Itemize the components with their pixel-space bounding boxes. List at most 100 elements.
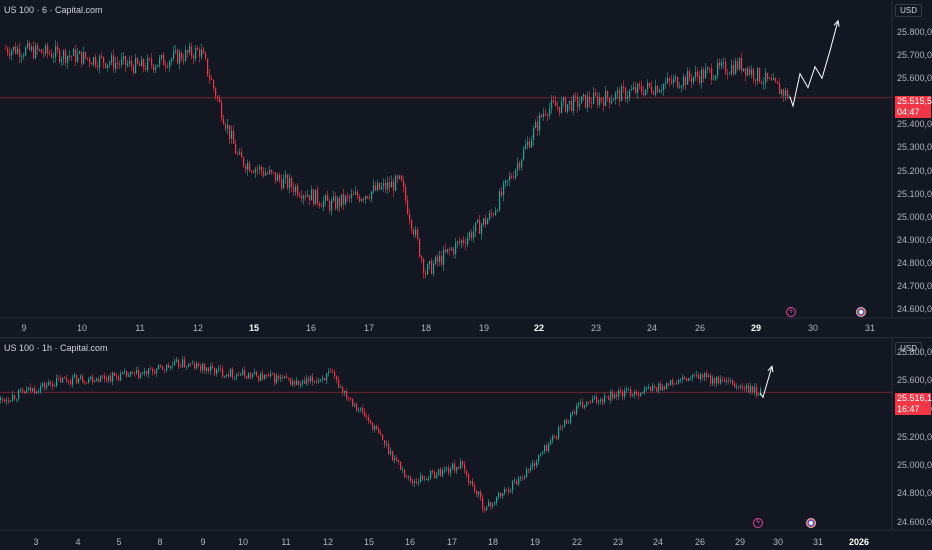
candle [271, 169, 273, 175]
candle [353, 190, 355, 195]
candle [29, 40, 31, 52]
candle [66, 374, 68, 384]
candle [695, 65, 697, 81]
candle [744, 385, 746, 392]
candle [471, 229, 473, 241]
candle [258, 375, 260, 383]
date-tick-label: 16 [404, 537, 416, 547]
candle [284, 375, 286, 380]
lightning-icon[interactable]: ϟ [753, 518, 763, 528]
date-tick-label: 18 [487, 537, 499, 547]
candle [658, 382, 660, 394]
candle [584, 404, 586, 410]
candle [445, 243, 447, 254]
candle [209, 68, 211, 85]
candle [520, 475, 522, 482]
candle [634, 389, 636, 399]
candle [36, 390, 38, 394]
date-tick-label: 31 [864, 323, 876, 333]
candle [745, 68, 747, 82]
candle [263, 167, 265, 179]
candle [316, 377, 318, 384]
candle [18, 388, 20, 402]
candle [460, 457, 462, 469]
candle [645, 88, 647, 97]
candle [374, 424, 376, 433]
date-tick-label: 10 [237, 537, 249, 547]
price-tick-label: 25.600,0 [897, 73, 932, 84]
candle [750, 382, 752, 395]
candle [297, 183, 299, 198]
candle [585, 94, 587, 109]
candle [41, 48, 43, 54]
top-price-chart[interactable] [0, 0, 932, 337]
candle [246, 375, 248, 380]
candle [568, 419, 570, 424]
candle [667, 71, 669, 85]
candle [366, 413, 368, 421]
candle [607, 90, 609, 102]
candle [42, 381, 44, 388]
candle [342, 385, 344, 396]
candle [415, 225, 417, 239]
bottom-chart-pane[interactable]: US 100 · 1h · Capital.com USD 25.800,0 25… [0, 338, 932, 550]
candle [182, 355, 184, 368]
candle [525, 139, 527, 150]
candle [550, 437, 552, 446]
candle [620, 386, 622, 395]
date-tick-label: 22 [571, 537, 583, 547]
candle [551, 94, 553, 114]
candle [139, 61, 141, 67]
candle [426, 477, 428, 481]
price-tick-label: 25.800,0 [897, 347, 932, 358]
candle [191, 42, 193, 60]
candle [251, 170, 253, 174]
candle [49, 50, 51, 56]
candle [296, 376, 298, 386]
projection-path[interactable] [759, 366, 773, 399]
us-flag-icon[interactable] [856, 307, 866, 317]
us-flag-icon[interactable] [806, 518, 816, 528]
top-current-price-tag: 25.515,5 04:47 [895, 96, 932, 118]
candle [384, 439, 386, 449]
top-currency-button[interactable]: USD [895, 4, 922, 17]
candle [438, 468, 440, 476]
top-chart-pane[interactable]: US 100 · 6 · Capital.com USD 25.800,0 25.… [0, 0, 932, 337]
candle [254, 368, 256, 375]
candle [320, 378, 322, 383]
candle [332, 368, 334, 374]
candle [484, 506, 486, 513]
candle [325, 193, 327, 207]
candle [80, 374, 82, 380]
candle [99, 54, 101, 74]
pane-divider[interactable] [0, 337, 932, 338]
candle [378, 425, 380, 435]
candle [452, 462, 454, 471]
bottom-currency-button[interactable]: USD [895, 342, 922, 355]
candle [747, 66, 749, 77]
lightning-icon[interactable]: ϟ [786, 307, 796, 317]
candle [700, 372, 702, 383]
candle [675, 74, 677, 82]
candle [357, 189, 359, 200]
candle [56, 374, 58, 388]
candle [455, 238, 457, 259]
candle [716, 376, 718, 388]
candle [434, 470, 436, 479]
projection-arrowhead [767, 365, 774, 373]
date-tick-label: 12 [192, 323, 204, 333]
candle [773, 72, 775, 81]
candle [391, 175, 393, 188]
candle [646, 385, 648, 392]
candle [383, 178, 385, 192]
candle [624, 387, 626, 400]
projection-path[interactable] [789, 20, 839, 108]
candle [327, 190, 329, 202]
candle [636, 388, 638, 397]
candle [443, 245, 445, 272]
candle [226, 374, 228, 378]
candle [562, 425, 564, 432]
bottom-price-chart[interactable] [0, 338, 932, 550]
candle [109, 60, 111, 69]
candle [436, 471, 438, 479]
